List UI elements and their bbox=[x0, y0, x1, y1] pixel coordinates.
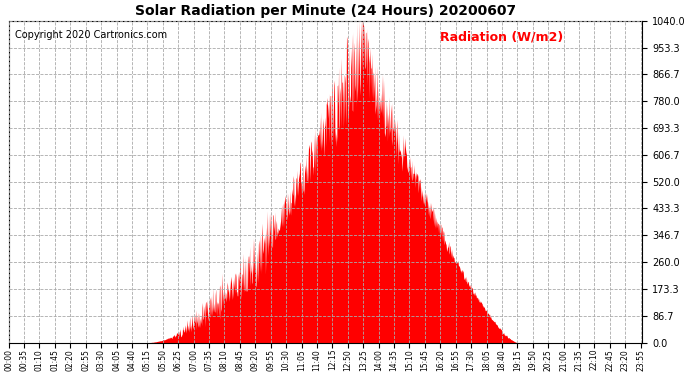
Text: Copyright 2020 Cartronics.com: Copyright 2020 Cartronics.com bbox=[15, 30, 167, 40]
Title: Solar Radiation per Minute (24 Hours) 20200607: Solar Radiation per Minute (24 Hours) 20… bbox=[135, 4, 516, 18]
Text: Radiation (W/m2): Radiation (W/m2) bbox=[440, 30, 563, 44]
